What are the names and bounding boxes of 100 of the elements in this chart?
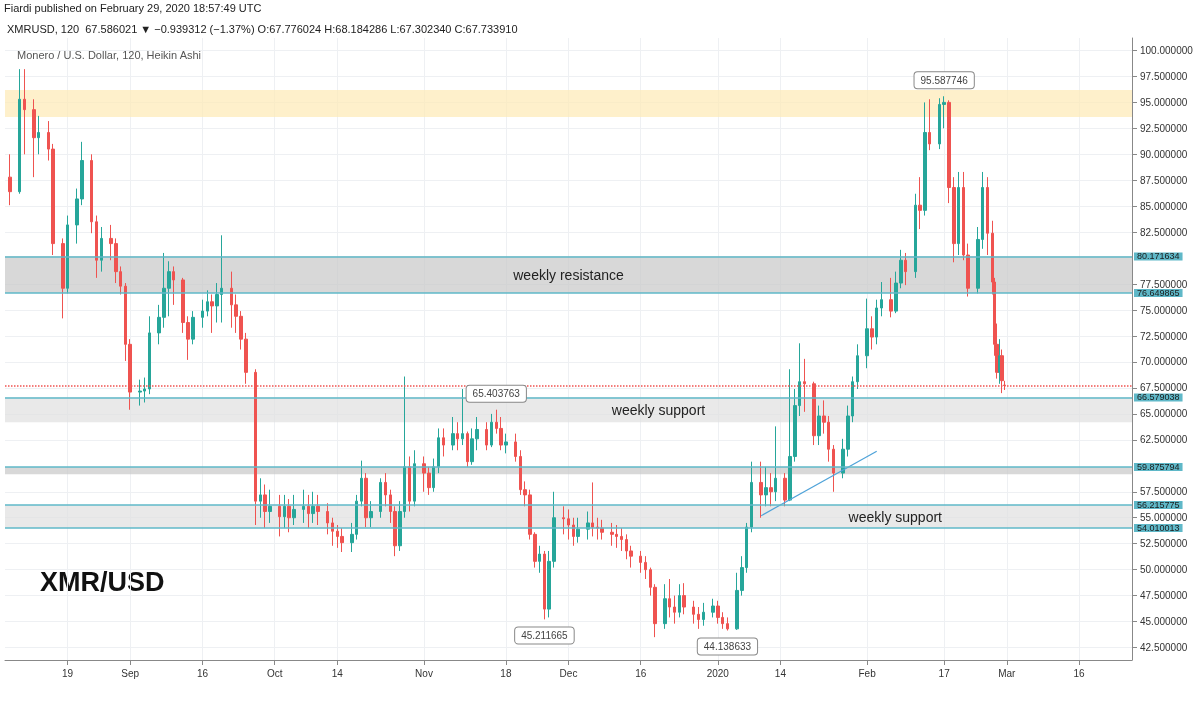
y-tick-label: 62.500000 <box>1140 434 1188 446</box>
candlestick <box>172 265 175 306</box>
candlestick <box>639 550 642 574</box>
y-tick-label: 92.500000 <box>1140 122 1188 134</box>
ref-line-label: 56.215775 <box>1137 500 1180 511</box>
y-tick-label: 95.000000 <box>1140 96 1188 108</box>
candlestick <box>18 68 21 195</box>
candlestick <box>923 101 927 217</box>
candlestick <box>644 555 647 580</box>
candlestick <box>567 508 570 541</box>
candlestick <box>259 477 262 519</box>
y-tick-label: 85.000000 <box>1140 200 1188 212</box>
text: Monero / U.S. Dollar, 120, Heikin Ashi <box>17 48 202 61</box>
candlestick <box>437 427 440 474</box>
y-tick-label: 90.000000 <box>1140 148 1188 160</box>
candlestick <box>875 299 878 345</box>
candlestick <box>904 252 907 286</box>
candlestick <box>206 289 209 317</box>
candlestick <box>750 461 753 533</box>
candlestick <box>307 494 310 529</box>
x-tick-label: Dec <box>559 667 578 679</box>
x-tick-label: 19 <box>62 667 74 679</box>
candlestick <box>379 477 382 519</box>
candlestick <box>316 494 320 526</box>
candlestick <box>591 481 594 537</box>
annotation: 65.403763 <box>472 388 521 400</box>
candlestick <box>100 226 103 273</box>
candlestick <box>263 484 267 529</box>
x-tick-label: 18 <box>500 667 512 679</box>
candlestick <box>311 491 315 524</box>
candlestick <box>889 277 893 318</box>
y-tick-label: 65.000000 <box>1140 408 1188 420</box>
ref-line-label: 54.010013 <box>1137 523 1180 534</box>
candlestick <box>432 458 435 493</box>
annotation: XMR/USD <box>40 566 165 597</box>
candlestick <box>600 519 604 541</box>
candlestick <box>998 338 1001 385</box>
candlestick <box>413 449 416 507</box>
candlestick <box>543 550 546 620</box>
candlestick <box>986 176 989 256</box>
candlestick <box>302 489 305 524</box>
candlestick <box>485 421 488 451</box>
candlestick <box>610 522 614 547</box>
candlestick <box>292 494 296 526</box>
candlestick <box>764 466 768 507</box>
y-tick-label: 42.500000 <box>1140 642 1188 654</box>
candlestick <box>32 98 36 178</box>
candlestick <box>456 421 459 451</box>
x-tick-label: 2020 <box>706 667 730 679</box>
candlestick <box>61 237 65 319</box>
text: Fiardi published on February 29, 2020 18:57:49 UTC <box>4 1 262 14</box>
y-tick-label: 70.000000 <box>1140 356 1188 368</box>
candlestick <box>408 455 411 513</box>
candlestick <box>576 517 580 544</box>
x-tick-label: Mar <box>998 667 1017 679</box>
candlestick <box>90 153 93 234</box>
x-tick-label: 14 <box>331 667 344 679</box>
candlestick <box>572 517 575 547</box>
x-tick-label: 14 <box>774 667 787 679</box>
candlestick <box>596 517 599 541</box>
candlestick <box>957 171 960 256</box>
x-tick-label: 16 <box>1073 667 1086 679</box>
candlestick <box>928 98 931 151</box>
candlestick <box>678 583 681 618</box>
candlestick <box>865 298 869 369</box>
y-tick-label: 82.500000 <box>1140 226 1188 238</box>
candlestick <box>880 281 883 317</box>
x-tick-label: Feb <box>858 667 877 679</box>
candlestick <box>769 472 773 507</box>
y-tick-label: 45.000000 <box>1140 616 1188 628</box>
candlestick <box>210 293 214 334</box>
x-tick-label: 16 <box>635 667 647 679</box>
candlestick <box>663 583 667 630</box>
ref-line-label: 76.649865 <box>1137 287 1180 298</box>
x-tick-label: Sep <box>121 667 140 679</box>
y-tick-label: 87.500000 <box>1140 174 1188 186</box>
candlestick <box>369 500 373 528</box>
candlestick <box>914 193 917 279</box>
candlestick <box>668 578 671 618</box>
y-tick-label: 47.500000 <box>1140 590 1188 602</box>
x-tick-label: 17 <box>938 667 951 679</box>
candlestick <box>451 416 455 451</box>
annotation: 95.587746 <box>920 74 969 86</box>
candlestick <box>442 427 445 457</box>
y-tick-label: 97.500000 <box>1140 70 1188 82</box>
ref-line-label: 80.171634 <box>1137 251 1180 262</box>
annotation: 44.138633 <box>703 641 752 653</box>
candlestick <box>817 405 821 446</box>
ref-line-label: 66.579038 <box>1137 392 1180 403</box>
y-tick-label: 72.500000 <box>1140 330 1188 342</box>
candlestick <box>697 606 700 630</box>
candlestick <box>340 527 344 553</box>
candlestick <box>702 602 705 627</box>
candlestick <box>504 433 508 454</box>
candlestick <box>514 433 517 463</box>
candlestick <box>138 379 142 407</box>
candlestick <box>283 494 286 529</box>
ref-line-label: 59.875794 <box>1137 462 1180 473</box>
candlestick <box>682 582 686 615</box>
x-tick-label: 16 <box>196 667 209 679</box>
